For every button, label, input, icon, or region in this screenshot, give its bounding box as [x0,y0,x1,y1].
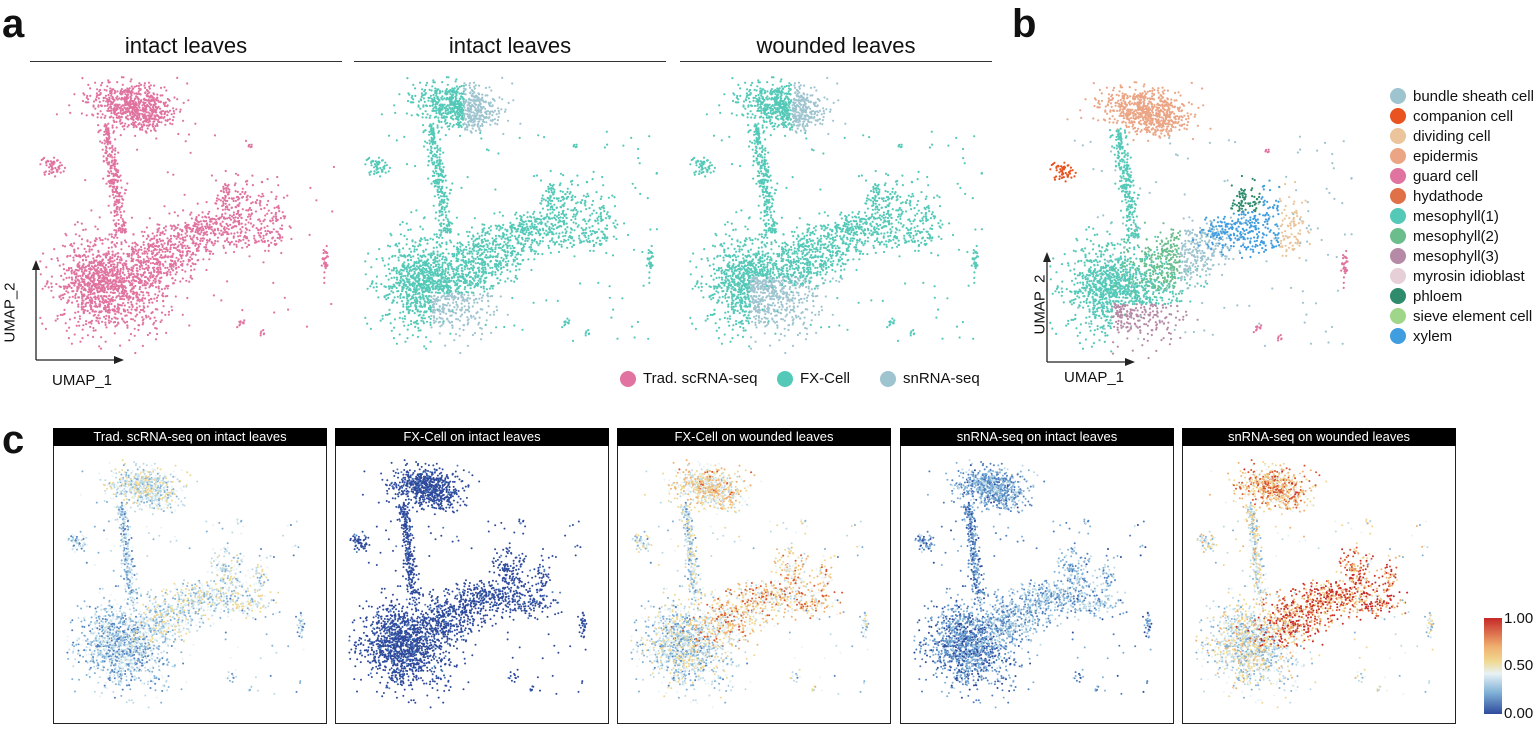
legend-item-sieve-element-cell: sieve element cell [1390,306,1532,326]
feature-plot-header: FX-Cell on wounded leaves [617,428,891,446]
legend-dot-icon [1390,328,1406,344]
legend-dot-icon [1390,268,1406,284]
panel-a-title-2: intact leaves [354,33,666,59]
legend-dot-icon [1390,188,1406,204]
legend-item-hydathode: hydathode [1390,186,1483,206]
legend-item-companion-cell: companion cell [1390,106,1513,126]
umap-plot-fx-wounded [689,76,983,355]
feature-plot-header: Trad. scRNA-seq on intact leaves [53,428,327,446]
feature-plot-header: snRNA-seq on intact leaves [900,428,1174,446]
umap-plot-fx-intact [364,76,658,355]
colorbar-tick-mid: 0.50 [1504,657,1533,674]
legend-dot-icon [1390,308,1406,324]
legend-dot-icon [880,370,896,387]
legend-trad-scrna: Trad. scRNA-seq [620,370,757,387]
feature-umap-plot [1195,459,1435,709]
legend-fx-cell: FX-Cell [777,370,850,387]
legend-dot-icon [1390,128,1406,144]
umap-plot-cell-types [1049,81,1353,360]
panel-a-title-3: wounded leaves [680,33,992,59]
legend-item-mesophyll-2-: mesophyll(2) [1390,226,1499,246]
legend-dot-icon [620,370,636,387]
legend-item-guard-cell: guard cell [1390,166,1478,186]
legend-snrna: snRNA-seq [880,370,980,387]
legend-dot-icon [777,370,793,387]
panel-a-ylabel: UMAP_2 [2,282,19,342]
panel-b-xlabel: UMAP_1 [1064,369,1124,386]
legend-item-myrosin-idioblast: myrosin idioblast [1390,266,1525,286]
panel-label-a: a [2,4,24,44]
feature-plot-header: FX-Cell on intact leaves [335,428,609,446]
panel-a-xlabel: UMAP_1 [52,372,112,389]
legend-dot-icon [1390,228,1406,244]
legend-dot-icon [1390,248,1406,264]
umap-plot-trad-intact [39,76,335,355]
panel-label-c: c [2,420,24,460]
legend-item-epidermis: epidermis [1390,146,1478,166]
panel-a-axes [32,260,124,364]
legend-dot-icon [1390,148,1406,164]
panel-b-axes [1043,252,1135,366]
legend-item-bundle-sheath-cell: bundle sheath cell [1390,86,1534,106]
legend-dot-icon [1390,288,1406,304]
legend-item-mesophyll-1-: mesophyll(1) [1390,206,1499,226]
feature-umap-plot [630,459,870,709]
legend-dot-icon [1390,168,1406,184]
colorbar-tick-min: 0.00 [1504,705,1533,722]
colorbar [1484,618,1502,714]
legend-item-xylem: xylem [1390,326,1452,346]
feature-umap-plot [66,459,306,709]
legend-dot-icon [1390,88,1406,104]
legend-dot-icon [1390,208,1406,224]
legend-item-phloem: phloem [1390,286,1462,306]
panel-b-ylabel: UMAP_2 [1032,274,1049,334]
legend-dot-icon [1390,108,1406,124]
colorbar-tick-max: 1.00 [1504,610,1533,627]
panel-label-b: b [1012,4,1036,44]
feature-umap-plot [913,459,1153,709]
legend-item-mesophyll-3-: mesophyll(3) [1390,246,1499,266]
panel-a-title-rule-1 [30,61,342,62]
feature-plot-header: snRNA-seq on wounded leaves [1182,428,1456,446]
legend-item-dividing-cell: dividing cell [1390,126,1491,146]
panel-a-title-rule-2 [354,61,666,62]
feature-umap-plot [348,459,588,709]
panel-a-title-rule-3 [680,61,992,62]
panel-a-title-1: intact leaves [30,33,342,59]
